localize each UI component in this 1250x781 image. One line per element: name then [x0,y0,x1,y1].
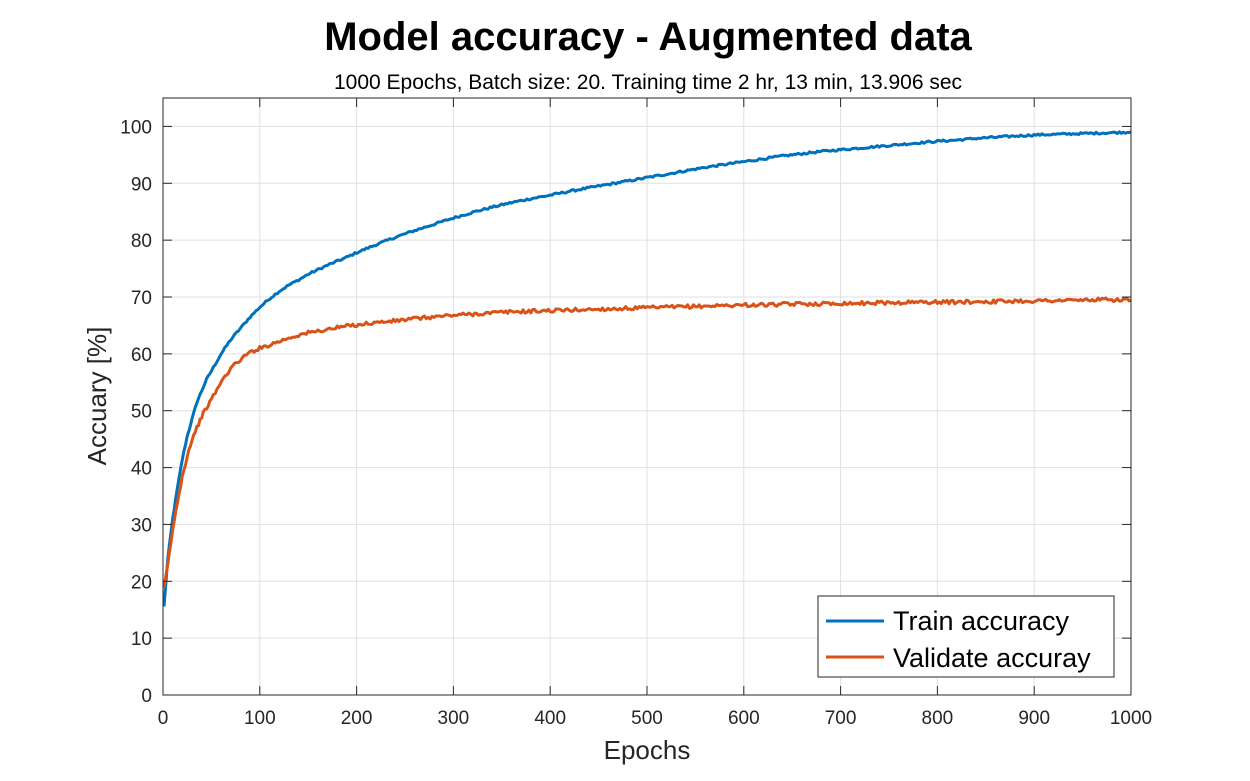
y-axis-ticks: 0 10 20 30 40 50 60 70 80 90 100 [120,117,1131,707]
y-tick-label: 80 [131,231,152,252]
chart-title: Model accuracy - Augmented data [324,15,972,59]
x-axis-label: Epochs [604,735,691,765]
x-tick-label: 500 [631,708,663,729]
x-tick-label: 0 [158,708,169,729]
legend-box [817,595,1115,678]
x-tick-label: 600 [728,708,760,729]
y-tick-label: 100 [120,117,152,138]
x-axis-ticks: 0 100 200 300 400 500 600 700 800 900 1000 [158,98,1152,729]
y-tick-label: 50 [131,402,152,423]
series-line-train [162,130,1132,607]
legend-label-validate: Validate accuray [893,643,1091,673]
data-series [162,130,1132,607]
x-tick-label: 800 [922,708,954,729]
y-tick-label: 30 [131,515,152,536]
y-tick-label: 20 [131,572,152,593]
y-tick-label: 0 [141,686,152,707]
y-tick-label: 70 [131,288,152,309]
y-axis-label: Accuary [%] [82,327,112,466]
x-tick-label: 100 [244,708,276,729]
legend: Train accuracy Validate accuray [817,595,1115,678]
x-tick-label: 1000 [1110,708,1152,729]
x-tick-label: 400 [534,708,566,729]
x-tick-label: 200 [341,708,373,729]
x-tick-label: 700 [825,708,857,729]
y-tick-label: 40 [131,459,152,480]
legend-label-train: Train accuracy [893,606,1070,636]
x-tick-label: 900 [1018,708,1050,729]
y-tick-label: 60 [131,345,152,366]
y-tick-label: 10 [131,629,152,650]
chart-subtitle: 1000 Epochs, Batch size: 20. Training ti… [334,71,962,94]
y-tick-label: 90 [131,174,152,195]
series-line-validate [162,296,1132,589]
x-tick-label: 300 [438,708,470,729]
